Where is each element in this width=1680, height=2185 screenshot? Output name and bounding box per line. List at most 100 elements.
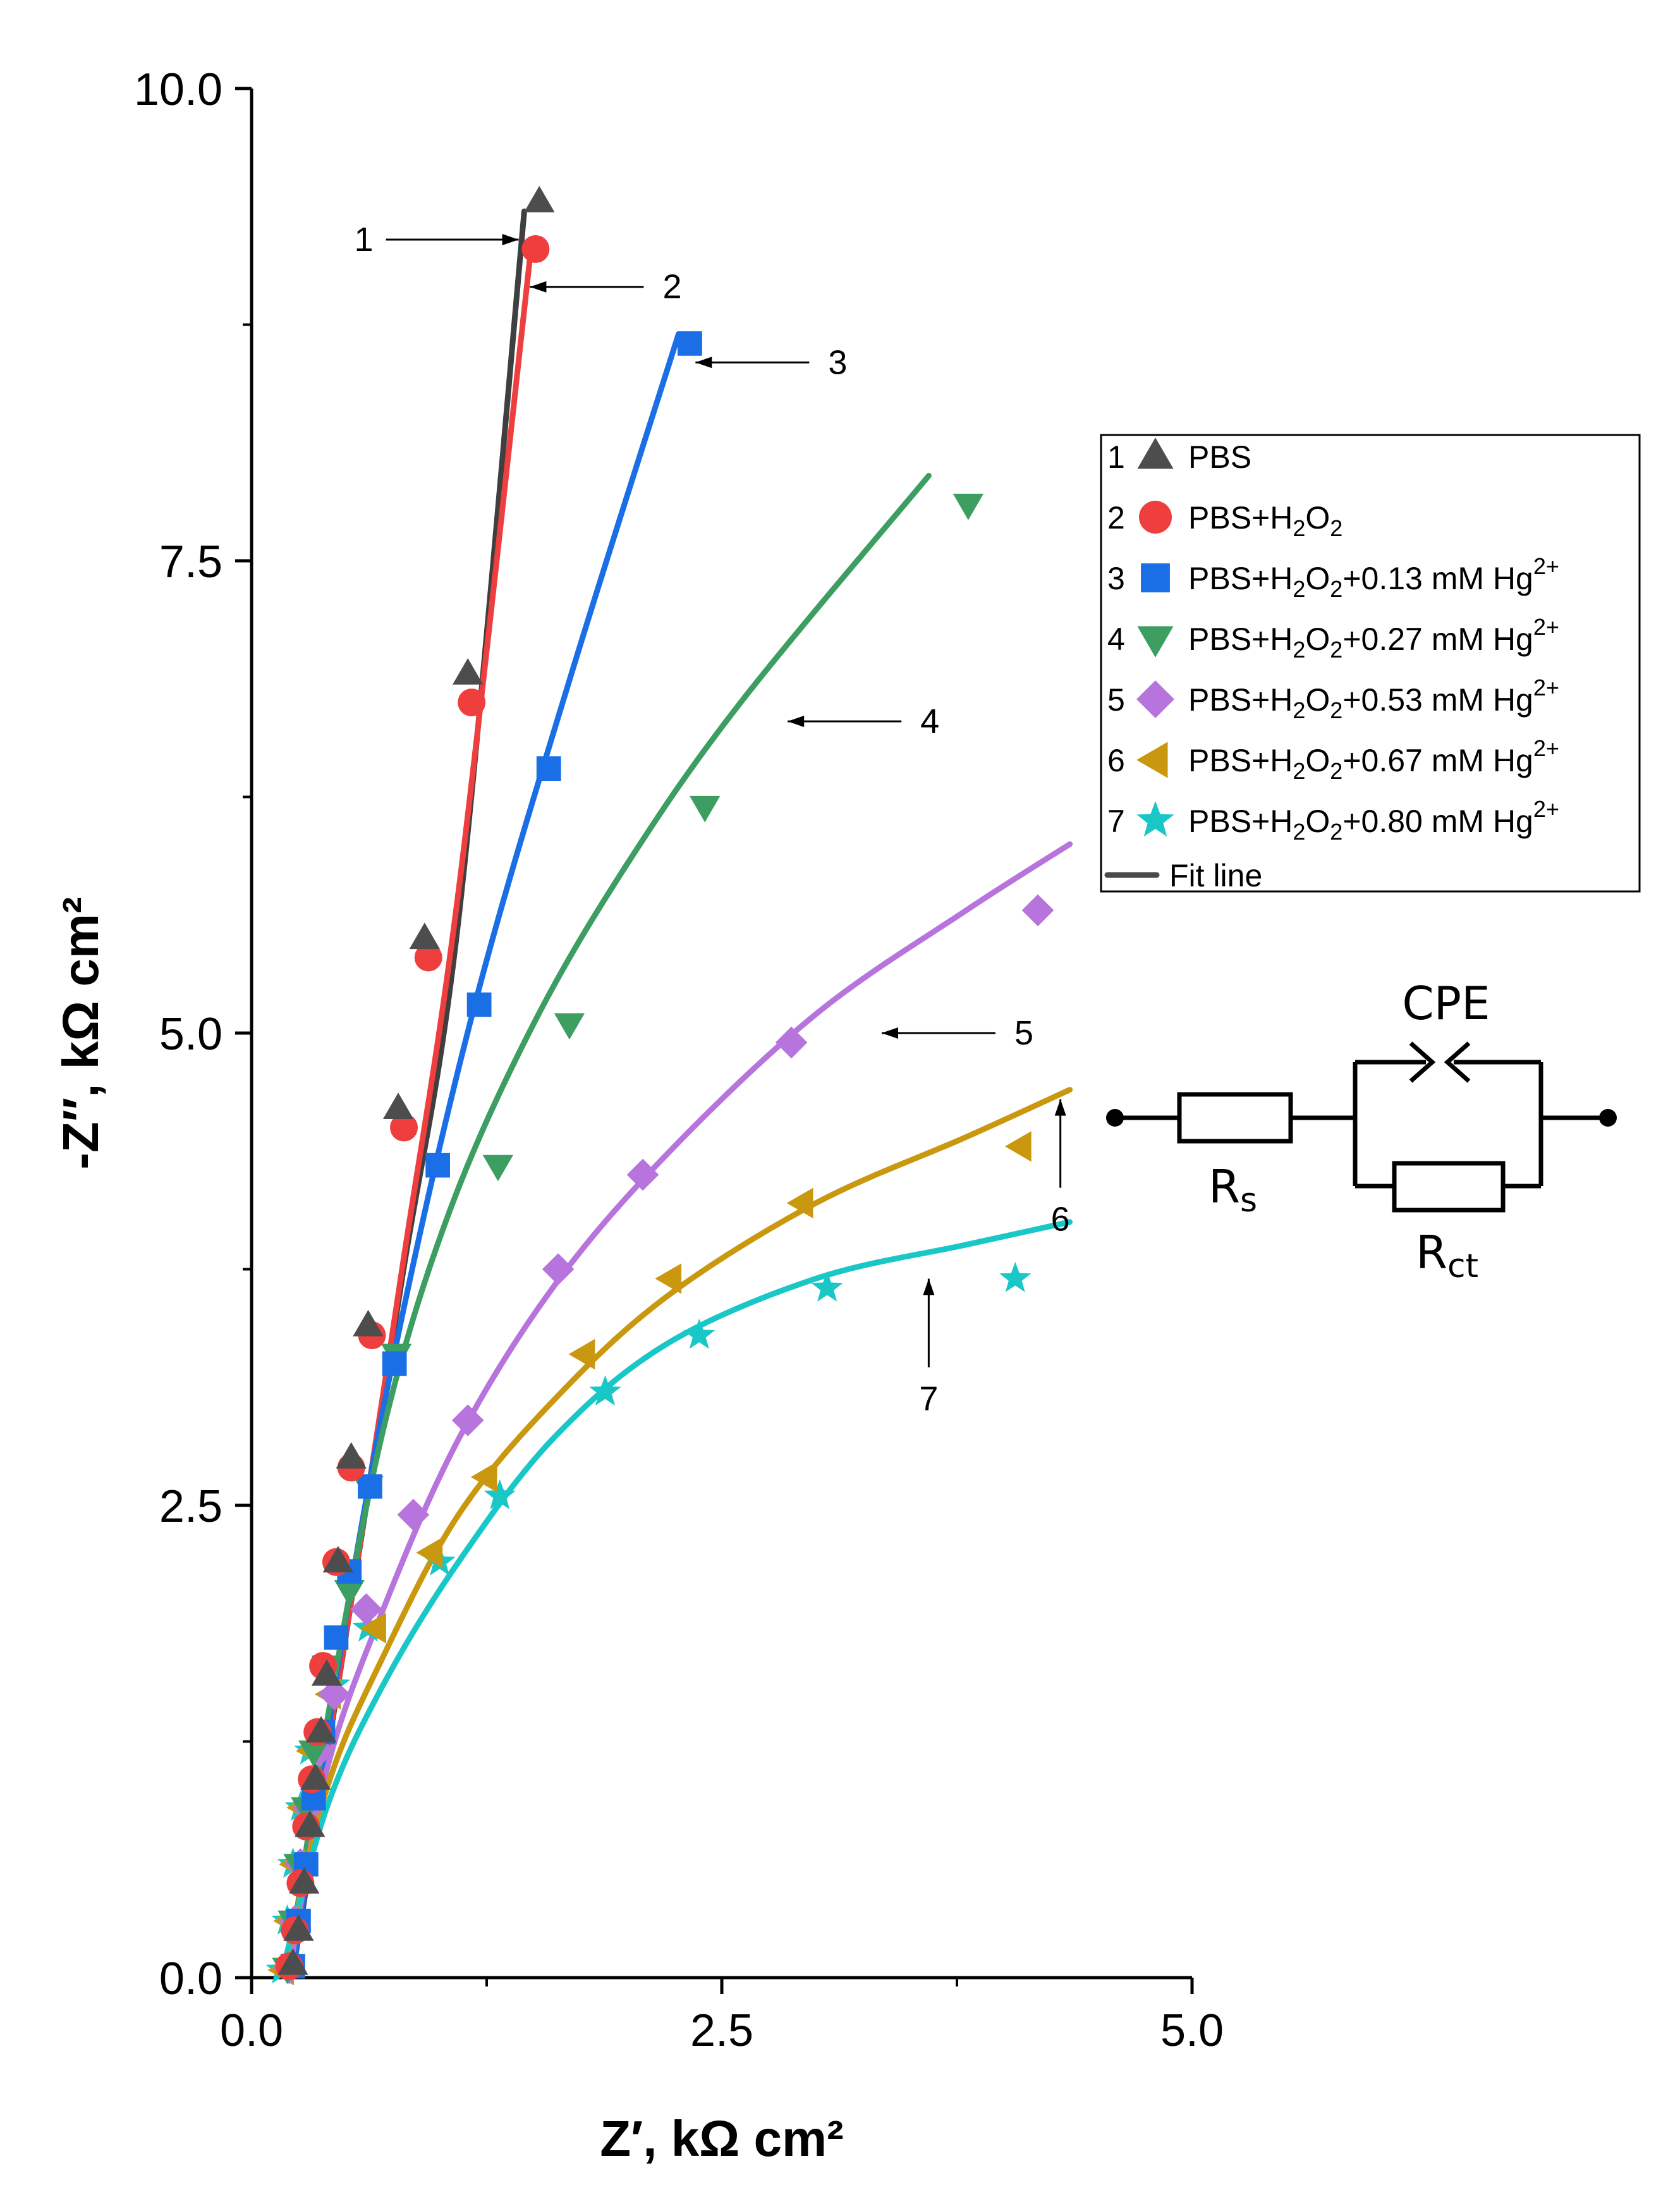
legend-label-part: PBS+H bbox=[1188, 561, 1293, 596]
data-point-series-5 bbox=[775, 1026, 808, 1059]
circuit-terminal-right bbox=[1599, 1109, 1617, 1127]
legend-number: 5 bbox=[1107, 682, 1125, 718]
annotation-label-1: 1 bbox=[355, 221, 374, 259]
data-point-series-5 bbox=[626, 1158, 659, 1191]
legend-label: PBS+H2O2+0.67 mM Hg2+ bbox=[1188, 735, 1559, 784]
data-point-series-3 bbox=[466, 992, 492, 1017]
rs-resistor bbox=[1177, 1092, 1293, 1144]
data-point-series-2 bbox=[390, 1113, 418, 1142]
data-point-series-1 bbox=[289, 1867, 320, 1894]
data-point-series-3 bbox=[324, 1625, 349, 1650]
annotation-label-3: 3 bbox=[828, 343, 847, 381]
legend-label: PBS+H2O2+0.27 mM Hg2+ bbox=[1188, 614, 1559, 663]
cpe-element-left bbox=[1409, 1041, 1436, 1083]
legend-label-sub: 2 bbox=[1293, 637, 1305, 663]
x-tick-label: 2.5 bbox=[690, 2005, 753, 2056]
data-point-series-6 bbox=[416, 1537, 443, 1568]
rct-label: Rct bbox=[1416, 1226, 1478, 1285]
data-point-series-3 bbox=[358, 1474, 382, 1499]
data-point-series-1 bbox=[409, 922, 440, 950]
rct-label-main: R bbox=[1416, 1226, 1447, 1279]
legend-number: 7 bbox=[1107, 804, 1125, 839]
data-point-series-6 bbox=[1004, 1131, 1032, 1162]
legend-number: 4 bbox=[1107, 621, 1125, 657]
data-point-series-1 bbox=[524, 186, 555, 212]
legend-label-sup: 2+ bbox=[1533, 614, 1559, 640]
legend-label-part: PBS+H bbox=[1188, 804, 1293, 839]
legend-number: 1 bbox=[1107, 439, 1125, 475]
legend-label-part: +0.67 mM Hg bbox=[1342, 743, 1533, 778]
data-point-series-6 bbox=[568, 1338, 595, 1370]
data-point-series-4 bbox=[953, 493, 984, 520]
legend-label-sub: 2 bbox=[1293, 697, 1305, 723]
data-point-series-1 bbox=[277, 1948, 308, 1975]
legend-label-part: O bbox=[1305, 561, 1330, 596]
data-point-series-6 bbox=[786, 1187, 813, 1219]
legend-label: PBS+H2O2+0.80 mM Hg2+ bbox=[1188, 796, 1559, 845]
x-tick-label: 0.0 bbox=[220, 2005, 283, 2056]
data-point-series-3 bbox=[536, 756, 561, 781]
legend-label-sup: 2+ bbox=[1533, 735, 1559, 761]
data-point-series-3 bbox=[382, 1351, 407, 1376]
rct-resistor bbox=[1392, 1161, 1506, 1213]
fit-line-series-7 bbox=[279, 1219, 1073, 1977]
legend-label-sub: 2 bbox=[1330, 637, 1342, 663]
data-point-series-2 bbox=[458, 689, 486, 717]
legend-fit-line-label: Fit line bbox=[1169, 858, 1262, 893]
legend-label-part: PBS+H bbox=[1188, 500, 1293, 536]
legend-number: 2 bbox=[1107, 500, 1125, 536]
data-point-series-1 bbox=[453, 658, 484, 685]
data-point-series-5 bbox=[397, 1498, 430, 1531]
legend-label-part: O bbox=[1305, 682, 1330, 718]
legend-marker-2 bbox=[1139, 501, 1172, 534]
legend-marker-6 bbox=[1136, 742, 1168, 778]
legend-label: PBS bbox=[1188, 439, 1251, 475]
legend-marker-1 bbox=[1137, 438, 1174, 469]
markers bbox=[265, 186, 1054, 1986]
data-point-series-6 bbox=[655, 1263, 682, 1294]
annotation-arrowhead-5 bbox=[882, 1027, 898, 1039]
data-point-series-1 bbox=[336, 1442, 367, 1469]
annotation-arrowhead-1 bbox=[502, 234, 519, 245]
legend-label-part: PBS+H bbox=[1188, 743, 1293, 778]
legend-number: 6 bbox=[1107, 743, 1125, 778]
legend-label-sub: 2 bbox=[1330, 576, 1342, 602]
cpe-label: CPE bbox=[1402, 977, 1490, 1030]
annotation-label-7: 7 bbox=[919, 1380, 938, 1417]
legend-label-sup: 2+ bbox=[1533, 675, 1559, 701]
legend-label-sub: 2 bbox=[1330, 697, 1342, 723]
y-tick-label: 0.0 bbox=[159, 1954, 222, 2004]
fit-line-series-6 bbox=[281, 1087, 1073, 1977]
annotation-arrowhead-2 bbox=[530, 281, 547, 293]
data-point-series-7 bbox=[484, 1479, 516, 1510]
data-point-series-4 bbox=[482, 1154, 514, 1182]
legend-label-part: O bbox=[1305, 500, 1330, 536]
data-point-series-5 bbox=[350, 1593, 382, 1625]
data-point-series-7 bbox=[589, 1375, 621, 1406]
y-axis-title: -Z″, kΩ cm² bbox=[52, 897, 109, 1169]
data-point-series-1 bbox=[322, 1546, 354, 1573]
rs-label-sub: s bbox=[1240, 1182, 1257, 1220]
legend-label-part: +0.13 mM Hg bbox=[1342, 561, 1533, 596]
legend-label-sub: 2 bbox=[1330, 819, 1342, 845]
legend-marker-4 bbox=[1137, 626, 1174, 658]
y-tick-label: 10.0 bbox=[134, 64, 222, 115]
legend-number: 3 bbox=[1107, 561, 1125, 596]
data-point-series-1 bbox=[283, 1914, 314, 1941]
legend-label-part: +0.53 mM Hg bbox=[1342, 682, 1533, 718]
legend-marker-3 bbox=[1141, 563, 1170, 592]
data-point-series-7 bbox=[811, 1271, 843, 1302]
data-point-series-6 bbox=[470, 1462, 497, 1493]
legend-label-sub: 2 bbox=[1330, 758, 1342, 784]
data-point-series-2 bbox=[521, 235, 550, 263]
legend-label-part: PBS+H bbox=[1188, 682, 1293, 718]
annotation-label-2: 2 bbox=[662, 268, 681, 306]
ticks: 0.0 2.5 5.0 0.0 2.5 5.0 7.5 10.0 bbox=[134, 64, 1224, 2056]
legend-label-part: +0.80 mM Hg bbox=[1342, 804, 1533, 839]
annotation-label-5: 5 bbox=[1014, 1014, 1033, 1052]
legend-label-part: PBS+H bbox=[1188, 621, 1293, 657]
annotation-label-6: 6 bbox=[1051, 1201, 1070, 1239]
y-tick-label: 5.0 bbox=[159, 1009, 222, 1060]
data-point-series-5 bbox=[542, 1253, 575, 1285]
